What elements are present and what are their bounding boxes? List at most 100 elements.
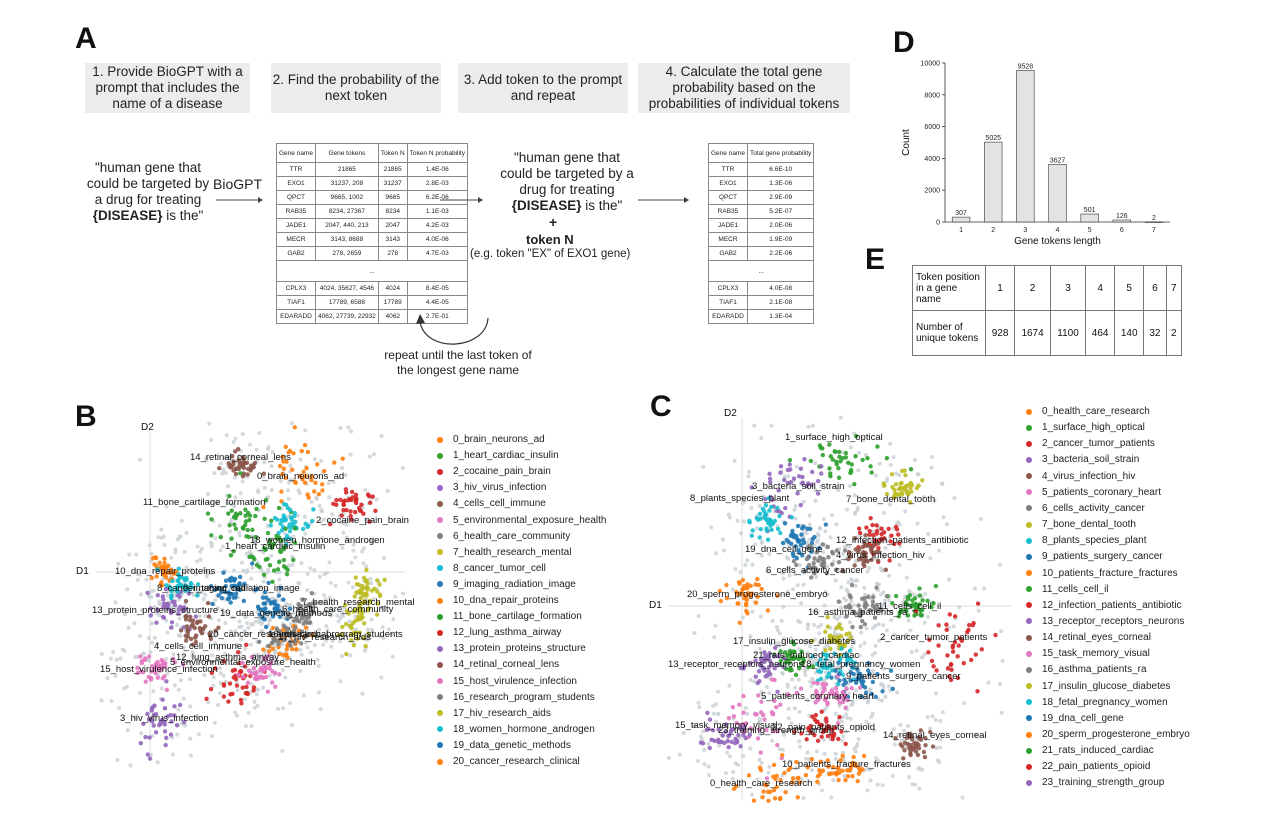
background-point	[803, 672, 808, 677]
cluster-point	[283, 475, 289, 481]
cluster-point	[738, 744, 743, 749]
background-point	[819, 484, 824, 489]
background-point	[257, 617, 262, 622]
cluster-point	[798, 543, 804, 548]
cluster-point	[238, 471, 243, 476]
cluster-point	[916, 742, 921, 748]
background-point	[238, 491, 243, 496]
total-table-ellipsis: ...	[707, 260, 815, 282]
cluster-point	[747, 520, 752, 525]
cluster-point	[751, 798, 757, 803]
background-point	[363, 517, 368, 522]
background-point	[925, 614, 930, 619]
cluster-point	[181, 719, 187, 725]
cluster-point	[828, 662, 834, 668]
cluster-point	[240, 525, 246, 530]
background-point	[881, 636, 886, 641]
cluster-point	[231, 549, 236, 554]
background-point	[822, 603, 827, 608]
background-point	[209, 541, 214, 546]
cluster-point	[869, 549, 875, 555]
cluster-point	[373, 508, 378, 514]
legend-item: 1_heart_cardiac_insulin	[437, 450, 559, 461]
total-table-cell: 1.3E-04	[746, 309, 815, 324]
cluster-point	[229, 583, 234, 589]
cluster-point	[294, 614, 299, 620]
cluster-point	[743, 735, 748, 741]
legend-label: 8_cancer_tumor_cell	[453, 562, 546, 574]
background-point	[213, 597, 218, 602]
cluster-point	[228, 578, 233, 584]
background-point	[276, 661, 281, 666]
cluster-point	[267, 666, 272, 671]
legend-label: 14_retinal_corneal_lens	[453, 659, 560, 671]
cluster-point	[176, 566, 182, 571]
background-point	[895, 690, 900, 695]
cluster-point	[856, 675, 861, 681]
cluster-point	[365, 581, 370, 586]
background-point	[333, 583, 338, 588]
etable-row-unique: Number of unique tokens 928 1674 1100 464 140…	[912, 310, 1183, 356]
background-point	[759, 689, 764, 694]
background-point	[231, 440, 236, 445]
background-point	[291, 611, 296, 616]
background-point	[809, 768, 814, 773]
cluster-point	[183, 633, 188, 639]
cluster-point	[782, 650, 788, 655]
background-point	[795, 583, 800, 588]
background-point	[228, 629, 233, 634]
background-point	[879, 682, 884, 687]
background-point	[897, 562, 902, 567]
background-point	[717, 743, 722, 748]
cluster-point	[357, 603, 362, 608]
cluster-point	[947, 612, 952, 617]
legend-label: 23_training_strength_group	[1042, 777, 1165, 789]
background-point	[938, 718, 943, 723]
cluster-point	[893, 593, 899, 599]
cluster-point	[232, 576, 238, 582]
cluster-point	[777, 796, 783, 802]
cluster-label: 17_insulin_glucose_diabetes	[733, 636, 856, 647]
background-point	[792, 706, 797, 711]
cluster-point	[782, 656, 787, 661]
cluster-point	[808, 458, 814, 464]
background-point	[271, 656, 276, 661]
background-point	[204, 574, 209, 579]
background-point	[851, 699, 856, 704]
cluster-label: 8_cancer_tumor_cell	[157, 583, 246, 594]
cluster-point	[831, 635, 836, 640]
legend-dot	[1026, 408, 1032, 415]
legend-dot	[1026, 586, 1032, 593]
cluster-point	[263, 657, 269, 662]
cluster-point	[884, 594, 890, 599]
cluster-point	[893, 481, 899, 487]
cluster-point	[846, 549, 852, 555]
cluster-point	[853, 763, 859, 769]
legend-item: 4_virus_infection_hiv	[1026, 471, 1135, 482]
cluster-point	[936, 643, 941, 648]
background-point	[138, 634, 143, 639]
background-point	[874, 756, 879, 761]
biogpt-label: BioGPT	[213, 176, 263, 192]
cluster-point	[849, 685, 854, 691]
cluster-point	[779, 510, 784, 516]
background-point	[209, 660, 214, 665]
cluster-point	[828, 454, 833, 459]
cluster-point	[277, 608, 282, 613]
cluster-point	[844, 686, 849, 692]
background-point	[194, 572, 199, 577]
background-point	[122, 686, 127, 691]
cluster-point	[277, 651, 282, 657]
cluster-label: 3_bacteria_soil_strain	[752, 481, 845, 492]
cluster-point	[157, 560, 162, 565]
background-point	[904, 633, 909, 638]
cluster-point	[707, 717, 713, 722]
background-point	[134, 552, 139, 557]
legend-dot	[437, 710, 443, 717]
background-point	[317, 503, 322, 508]
background-point	[897, 522, 902, 527]
background-point	[788, 636, 793, 641]
cluster-point	[726, 715, 732, 721]
cluster-point	[757, 765, 763, 770]
cluster-point	[804, 483, 810, 488]
